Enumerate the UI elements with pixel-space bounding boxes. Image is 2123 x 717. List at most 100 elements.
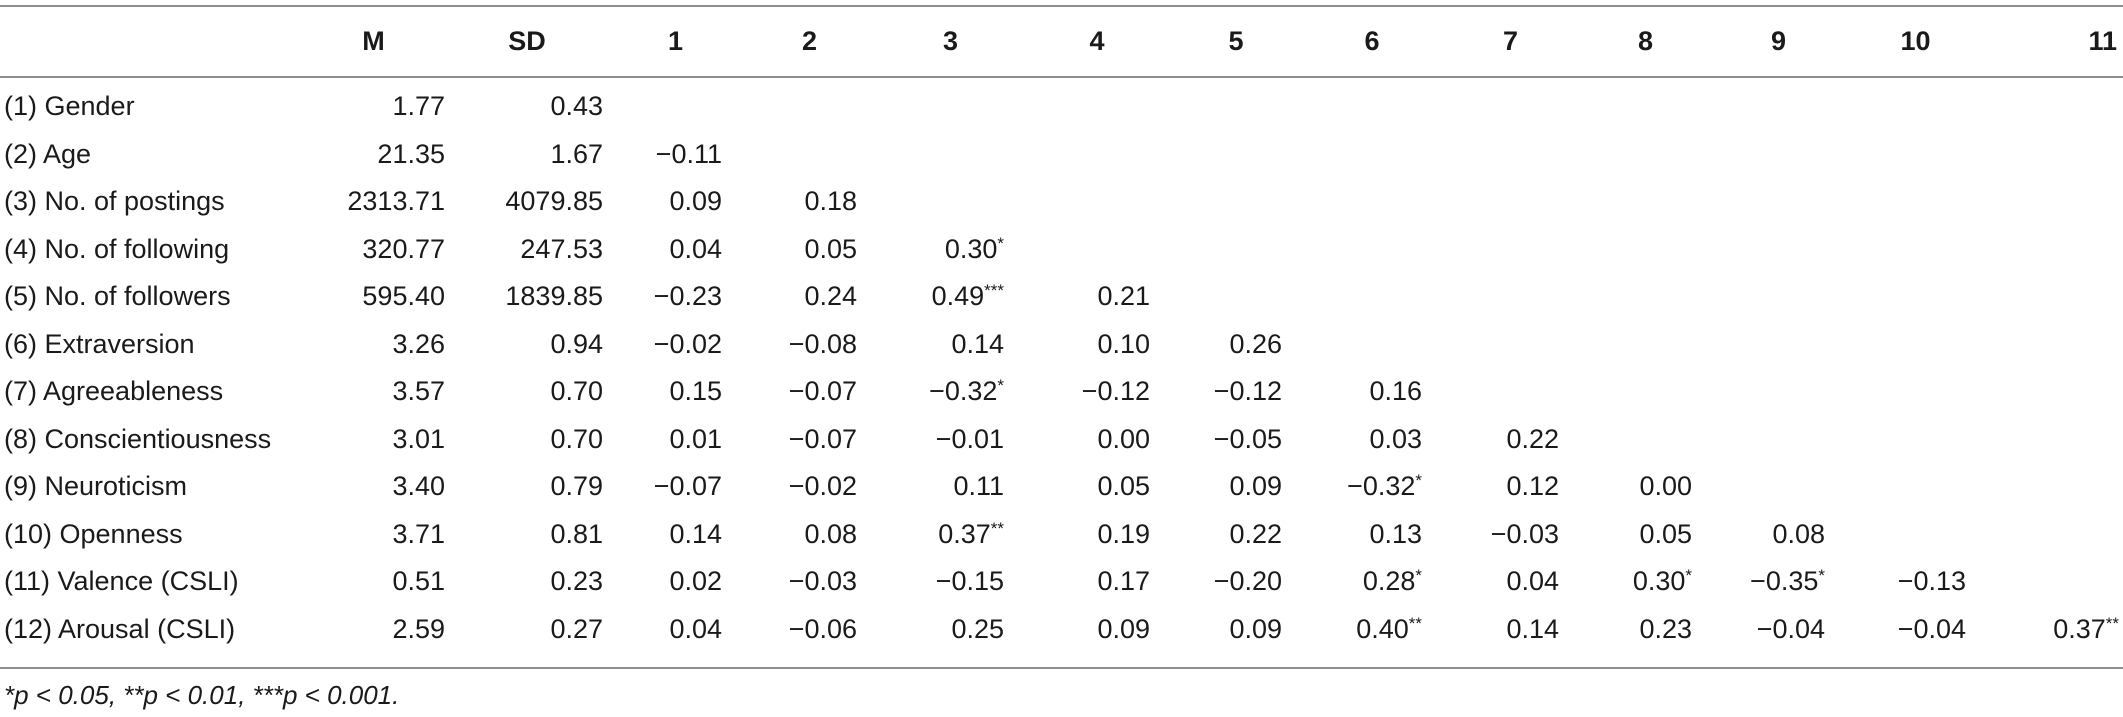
correlation-cell xyxy=(1579,76,1712,131)
table-row: (8) Conscientiousness 3.01 0.70 0.01 −0.07 −0… xyxy=(0,416,2123,464)
correlation-cell: −0.11 xyxy=(655,138,722,169)
correlation-cell: 0.09 xyxy=(1229,613,1282,644)
sd-cell: 247.53 xyxy=(520,233,603,264)
correlation-cell xyxy=(1712,273,1845,321)
correlation-cell: −0.05 xyxy=(1213,423,1282,454)
significance-stars: * xyxy=(997,376,1004,396)
correlation-cell: −0.12 xyxy=(1081,376,1150,407)
correlation-cell xyxy=(1024,226,1170,274)
table-row: (11) Valence (CSLI) 0.51 0.23 0.02 −0.03 −0.1… xyxy=(0,558,2123,606)
mean-cell: 3.71 xyxy=(392,518,445,549)
col-header-3: 3 xyxy=(942,25,959,56)
correlation-cell: 0.04 xyxy=(1506,566,1559,597)
correlation-cell xyxy=(1712,463,1845,511)
correlation-cell: 0.12 xyxy=(1506,471,1559,502)
correlation-cell: 0.37** xyxy=(938,518,1004,549)
correlation-cell: 0.40** xyxy=(1356,613,1422,644)
correlation-cell: 0.23 xyxy=(1639,613,1692,644)
col-header-sd: SD xyxy=(508,25,546,56)
correlation-cell xyxy=(1170,226,1302,274)
table-row: (7) Agreeableness 3.57 0.70 0.15 −0.07 −0.32*… xyxy=(0,368,2123,416)
correlation-cell xyxy=(1986,558,2123,606)
correlation-cell xyxy=(877,178,1024,226)
correlation-cell xyxy=(1170,273,1302,321)
correlation-cell: 0.09 xyxy=(1229,471,1282,502)
correlation-cell xyxy=(1579,131,1712,179)
sd-cell: 0.70 xyxy=(550,376,603,407)
significance-stars: ** xyxy=(1408,613,1422,633)
correlation-cell xyxy=(1170,178,1302,226)
mean-cell: 2.59 xyxy=(392,613,445,644)
correlation-cell xyxy=(1986,273,2123,321)
correlation-cell xyxy=(1845,76,1986,131)
correlation-cell xyxy=(1712,226,1845,274)
col-header-2: 2 xyxy=(801,25,818,56)
row-label: (5) No. of followers xyxy=(4,281,231,312)
col-header-1: 1 xyxy=(667,25,684,56)
table-row: (6) Extraversion 3.26 0.94 −0.02 −0.08 0.14 0.… xyxy=(0,321,2123,369)
correlation-cell: 0.37** xyxy=(2053,613,2119,644)
row-label: (4) No. of following xyxy=(4,233,230,264)
correlation-cell: 0.00 xyxy=(1097,423,1150,454)
correlation-cell xyxy=(1024,76,1170,131)
mean-cell: 3.40 xyxy=(392,471,445,502)
correlation-cell xyxy=(1986,76,2123,131)
correlation-cell xyxy=(1845,321,1986,369)
correlation-cell: −0.23 xyxy=(653,281,722,312)
sd-cell: 0.23 xyxy=(550,566,603,597)
correlation-cell xyxy=(1845,368,1986,416)
correlation-cell: −0.13 xyxy=(1897,566,1966,597)
significance-stars: * xyxy=(1415,566,1422,586)
sd-cell: 4079.85 xyxy=(505,186,603,217)
correlation-cell: −0.02 xyxy=(788,471,857,502)
table-row: (9) Neuroticism 3.40 0.79 −0.07 −0.02 0.11 0.0… xyxy=(0,463,2123,511)
correlation-cell xyxy=(1024,131,1170,179)
mean-cell: 3.57 xyxy=(392,376,445,407)
correlation-cell xyxy=(1845,463,1986,511)
correlation-cell xyxy=(1302,321,1442,369)
correlation-cell xyxy=(1986,178,2123,226)
sd-cell: 0.79 xyxy=(550,471,603,502)
correlation-cell: 0.00 xyxy=(1639,471,1692,502)
significance-footnote: *p < 0.05, **p < 0.01, ***p < 0.001. xyxy=(4,680,400,710)
correlation-cell xyxy=(1442,226,1579,274)
sd-cell: 1.67 xyxy=(550,138,603,169)
correlation-cell xyxy=(1712,178,1845,226)
correlation-cell: 0.09 xyxy=(1097,613,1150,644)
mean-cell: 3.26 xyxy=(392,328,445,359)
col-header-4: 4 xyxy=(1089,25,1105,56)
correlation-cell xyxy=(1712,131,1845,179)
correlation-cell: 0.30* xyxy=(1632,566,1692,597)
correlation-cell xyxy=(1442,76,1579,131)
correlation-table-container: M SD 1 2 3 4 5 6 7 8 9 10 11 (1) Gender 1… xyxy=(0,5,2123,669)
row-label: (2) Age xyxy=(4,138,92,169)
significance-stars: *** xyxy=(984,281,1004,301)
correlation-cell xyxy=(1845,226,1986,274)
correlation-cell: 0.26 xyxy=(1229,328,1282,359)
col-header-6: 6 xyxy=(1364,25,1380,56)
correlation-cell: −0.03 xyxy=(1490,518,1559,549)
correlation-cell: −0.32* xyxy=(929,376,1004,407)
col-header-10: 10 xyxy=(1900,25,1931,56)
significance-stars: * xyxy=(1685,566,1692,586)
correlation-cell: 0.03 xyxy=(1369,423,1422,454)
sd-cell: 0.27 xyxy=(550,613,603,644)
correlation-cell: 0.04 xyxy=(669,233,722,264)
header-row: M SD 1 2 3 4 5 6 7 8 9 10 11 xyxy=(0,6,2123,76)
row-label: (11) Valence (CSLI) xyxy=(4,566,239,597)
table-row: (12) Arousal (CSLI) 2.59 0.27 0.04 −0.06 0.25… xyxy=(0,606,2123,654)
correlation-cell: 0.21 xyxy=(1097,281,1150,312)
correlation-cell: −0.07 xyxy=(653,471,722,502)
mean-cell: 0.51 xyxy=(392,566,445,597)
table-row: (2) Age 21.35 1.67 −0.11 xyxy=(0,131,2123,179)
correlation-cell: 0.17 xyxy=(1097,566,1150,597)
correlation-cell: −0.01 xyxy=(935,423,1004,454)
sd-cell: 0.43 xyxy=(550,91,603,122)
correlation-cell: −0.07 xyxy=(788,423,857,454)
correlation-cell: 0.24 xyxy=(804,281,857,312)
correlation-cell: −0.04 xyxy=(1756,613,1825,644)
row-label: (1) Gender xyxy=(4,91,135,122)
correlation-cell xyxy=(1712,321,1845,369)
correlation-cell: −0.06 xyxy=(788,613,857,644)
mean-cell: 320.77 xyxy=(362,233,445,264)
